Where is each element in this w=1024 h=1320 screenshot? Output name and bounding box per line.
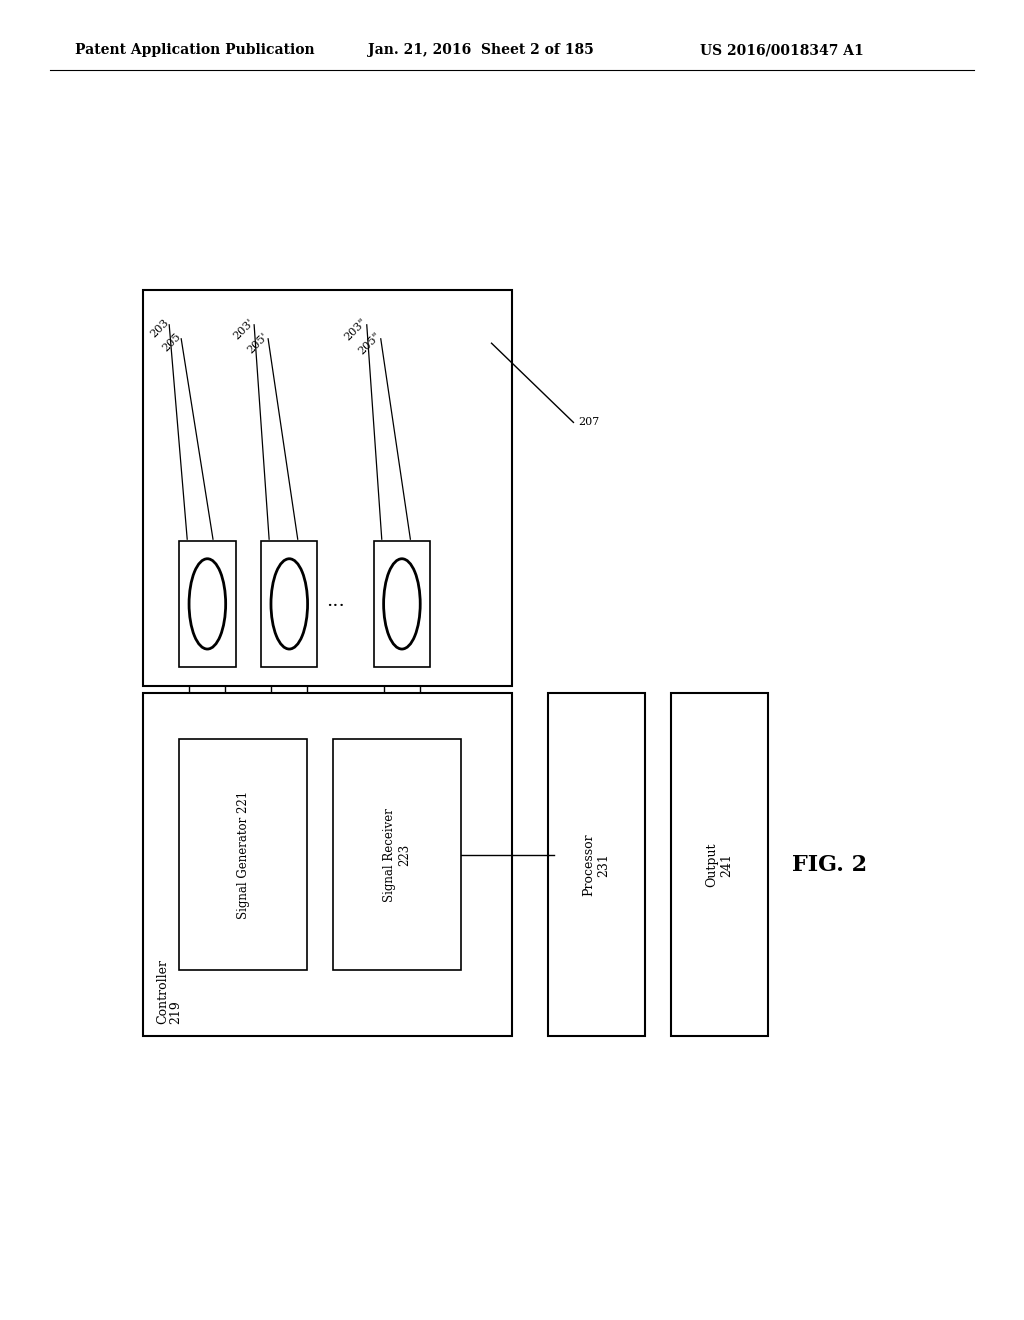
Text: 203": 203" xyxy=(343,317,369,343)
Bar xyxy=(179,541,236,667)
Bar xyxy=(333,739,461,970)
Ellipse shape xyxy=(189,558,225,649)
Text: Signal Receiver
223: Signal Receiver 223 xyxy=(383,808,411,902)
Text: 219: 219 xyxy=(169,1001,182,1024)
Text: Processor
231: Processor 231 xyxy=(583,833,610,896)
Text: 205': 205' xyxy=(246,331,270,355)
Text: ...: ... xyxy=(327,591,345,610)
Bar xyxy=(143,693,512,1036)
Ellipse shape xyxy=(384,558,420,649)
Text: 205": 205" xyxy=(356,331,383,356)
Text: 205: 205 xyxy=(161,331,183,352)
Bar xyxy=(143,290,512,686)
Text: 207: 207 xyxy=(579,417,600,428)
Text: Output
241: Output 241 xyxy=(706,842,733,887)
Text: Signal Generator 221: Signal Generator 221 xyxy=(237,791,250,919)
Ellipse shape xyxy=(271,558,307,649)
Text: US 2016/0018347 A1: US 2016/0018347 A1 xyxy=(700,44,864,57)
Bar xyxy=(548,693,645,1036)
Text: FIG. 2: FIG. 2 xyxy=(793,854,867,875)
Bar xyxy=(374,541,430,667)
Bar xyxy=(179,739,307,970)
Bar xyxy=(261,541,317,667)
Text: Jan. 21, 2016  Sheet 2 of 185: Jan. 21, 2016 Sheet 2 of 185 xyxy=(368,44,594,57)
Text: 203: 203 xyxy=(150,317,171,339)
Text: Patent Application Publication: Patent Application Publication xyxy=(75,44,314,57)
Text: Controller: Controller xyxy=(157,960,169,1024)
Text: 203': 203' xyxy=(231,317,256,341)
Bar xyxy=(671,693,768,1036)
